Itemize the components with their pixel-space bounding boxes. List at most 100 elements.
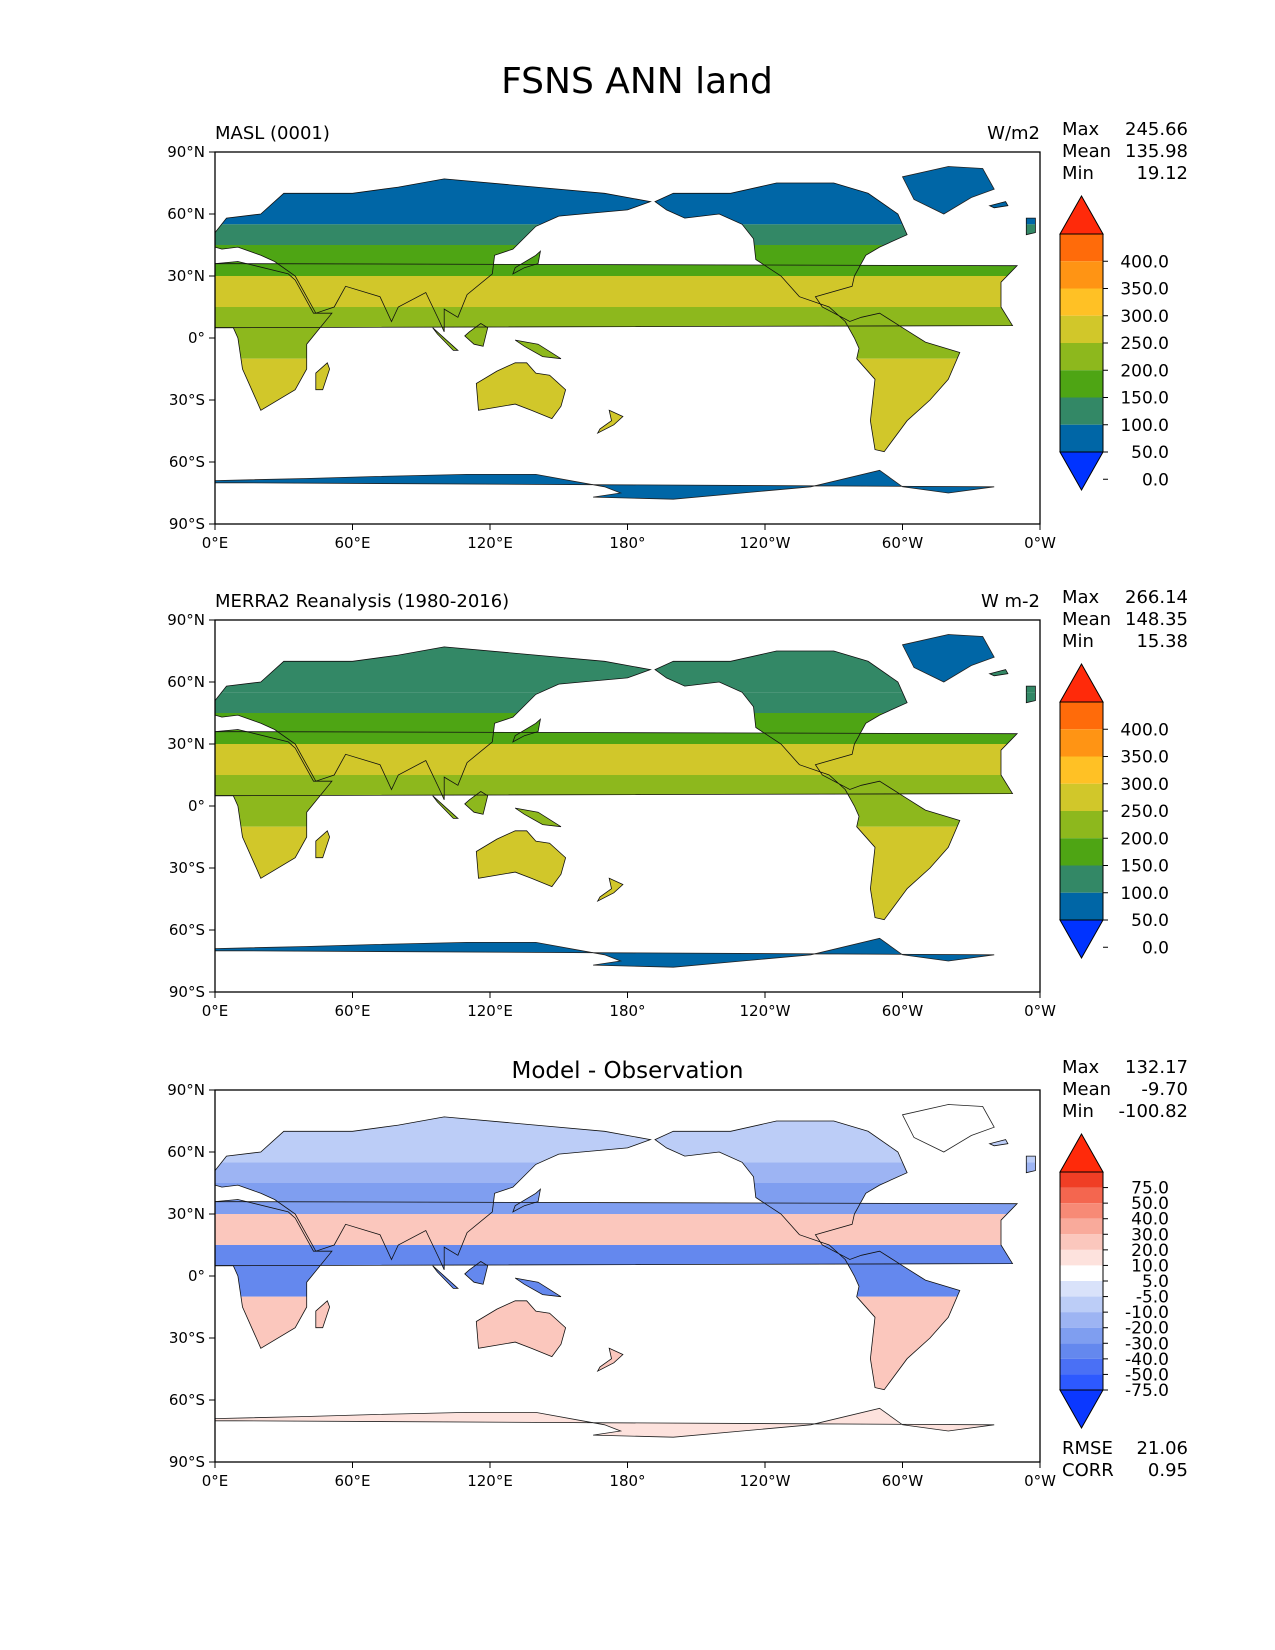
colorbar-tick-label: 250.0	[1120, 334, 1169, 354]
x-tick-label: 0°W	[1024, 1002, 1056, 1020]
colorbar-box	[1060, 865, 1103, 893]
colorbar-tick-label: 300.0	[1120, 307, 1169, 327]
colorbar-box	[1060, 1281, 1103, 1297]
coastline-borneo	[464, 791, 489, 815]
coastline-madagascar	[315, 830, 331, 859]
y-tick-label: 90°N	[167, 1081, 205, 1099]
x-tick-label: 180°	[609, 534, 645, 552]
band-dry	[215, 744, 1036, 775]
colorbar-tick-label: 5.0	[1142, 1272, 1169, 1292]
y-tick-label: 60°N	[167, 673, 205, 691]
coastline-sumatra	[432, 1265, 459, 1289]
stat-label: Max	[1062, 587, 1100, 608]
colorbar-tick-label: 0.0	[1142, 470, 1169, 490]
colorbar-tick-label: 150.0	[1120, 389, 1169, 409]
coastline-newzealand	[596, 877, 624, 903]
panel-center-title: Model - Observation	[511, 1058, 743, 1084]
stat-value: 19.12	[1136, 163, 1188, 184]
greenland	[901, 634, 995, 683]
stat-label: Min	[1062, 1101, 1094, 1122]
colorbar-tick-label: 100.0	[1120, 416, 1169, 436]
x-tick-label: 120°W	[740, 1472, 791, 1490]
colorbar-extend-max	[1059, 194, 1104, 235]
colorbar: 400.0 350.0 300.0 250.0 200.0 150.0 100.0 50.0 0…	[1059, 662, 1169, 960]
band-dry	[215, 1214, 1036, 1245]
y-tick-label: 60°S	[169, 453, 205, 471]
colorbar-extend-min	[1059, 1389, 1104, 1430]
x-tick-label: 0°W	[1024, 1472, 1056, 1490]
y-tick-label: 0°	[188, 1267, 205, 1285]
colorbar-tick-label: 10.0	[1131, 1256, 1169, 1276]
colorbar-box	[1060, 1343, 1103, 1359]
colorbar-box	[1060, 261, 1103, 289]
colorbar-tick-label: 250.0	[1120, 802, 1169, 822]
coastlines	[215, 178, 1036, 453]
colorbar-tick-label: -50.0	[1125, 1365, 1169, 1385]
x-tick-label: 180°	[609, 1472, 645, 1490]
coastline-africa	[215, 1199, 333, 1349]
colorbar-box	[1060, 424, 1103, 452]
colorbar-box	[1060, 1234, 1103, 1250]
y-tick-label: 60°S	[169, 1391, 205, 1409]
coastline-japan	[512, 1188, 542, 1213]
colorbar-box	[1060, 397, 1103, 425]
y-tick-label: 60°S	[169, 921, 205, 939]
coastline-america	[654, 182, 961, 453]
x-tick-label: 60°E	[334, 1472, 370, 1490]
coastline-australia	[475, 362, 567, 420]
panel-units: W/m2	[987, 123, 1040, 144]
colorbar: 75.050.040.030.020.010.05.0-5.0-10.0-20.…	[1059, 1132, 1169, 1430]
coastline-newguinea	[514, 1277, 562, 1298]
colorbar-tick-label: 200.0	[1120, 829, 1169, 849]
coastline-borneo	[464, 323, 489, 347]
coastline-iceland	[988, 1139, 1009, 1147]
colorbar-box	[1060, 1265, 1103, 1281]
colorbar-tick-label: -30.0	[1125, 1334, 1169, 1354]
antarctica	[215, 1407, 995, 1462]
colorbar-box	[1060, 370, 1103, 398]
polar-fill	[215, 166, 995, 524]
stat-label: Mean	[1062, 141, 1111, 162]
stat-label: Max	[1062, 119, 1100, 140]
x-tick-label: 0°E	[202, 1002, 229, 1020]
coastline-newzealand	[596, 409, 624, 435]
x-tick-label: 0°E	[202, 1472, 229, 1490]
coastline-africa	[215, 261, 333, 411]
colorbar-tick-label: 400.0	[1120, 720, 1169, 740]
colorbar-tick-label: 75.0	[1131, 1179, 1169, 1199]
stat-value: 245.66	[1125, 119, 1188, 140]
colorbar-box	[1060, 234, 1103, 262]
coastline-iceland	[988, 669, 1009, 677]
coastline-newguinea	[514, 807, 562, 828]
y-tick-label: 0°	[188, 797, 205, 815]
coastline-iceland	[988, 201, 1009, 209]
x-tick-label: 0°E	[202, 534, 229, 552]
colorbar-tick-label: 400.0	[1120, 252, 1169, 272]
colorbar-extend-max	[1059, 662, 1104, 703]
y-tick-label: 30°N	[167, 1205, 205, 1223]
stat-label: Max	[1062, 1057, 1100, 1078]
coastline-africa_w	[215, 263, 1019, 329]
stat-value: 132.17	[1125, 1057, 1188, 1078]
y-tick-label: 0°	[188, 329, 205, 347]
greenland	[901, 1104, 995, 1153]
colorbar-tick-label: 0.0	[1142, 938, 1169, 958]
coastline-japan	[512, 718, 542, 743]
x-tick-label: 120°W	[740, 534, 791, 552]
coastline-australia	[475, 1300, 567, 1358]
y-tick-label: 30°N	[167, 267, 205, 285]
colorbar-tick-label: -40.0	[1125, 1350, 1169, 1370]
colorbar-box	[1060, 1327, 1103, 1344]
metric-value: 0.95	[1148, 1460, 1188, 1481]
colorbar-box	[1060, 1358, 1103, 1375]
x-tick-label: 60°W	[882, 1002, 924, 1020]
band-dry	[215, 276, 1036, 307]
coastline-uk	[1025, 217, 1036, 236]
colorbar-extend-max	[1059, 1132, 1104, 1173]
colorbar-box	[1060, 1374, 1103, 1390]
coastline-africa_w	[215, 731, 1019, 797]
x-tick-label: 120°E	[467, 1002, 513, 1020]
colorbar-box	[1060, 315, 1103, 343]
colorbar-box	[1060, 1187, 1103, 1204]
y-tick-label: 60°N	[167, 1143, 205, 1161]
